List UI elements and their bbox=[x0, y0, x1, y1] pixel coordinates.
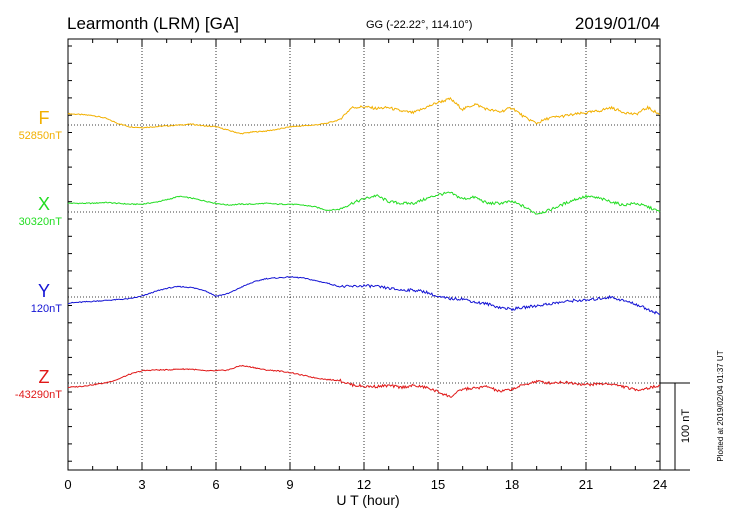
plotted-at-note: Plotted at 2019/02/04 01:37 UT bbox=[716, 350, 725, 461]
series-label-z: Z bbox=[39, 367, 50, 387]
coordinates-label: GG (-22.22°, 114.10°) bbox=[366, 19, 472, 31]
x-tick-label-21: 21 bbox=[579, 477, 593, 492]
series-label-f: F bbox=[39, 108, 50, 128]
baseline-value-y: 120nT bbox=[31, 303, 62, 315]
scale-bar-label: 100 nT bbox=[680, 409, 692, 444]
x-tick-labels: 0 3 6 9 12 15 18 21 24 bbox=[64, 477, 667, 492]
baseline-value-f: 52850nT bbox=[19, 130, 63, 142]
axis-ticks bbox=[67, 39, 661, 470]
x-tick-label-15: 15 bbox=[431, 477, 445, 492]
x-tick-label-18: 18 bbox=[505, 477, 519, 492]
x-tick-label-9: 9 bbox=[286, 477, 293, 492]
series-line-y bbox=[67, 276, 661, 315]
date-label: 2019/01/04 bbox=[575, 14, 660, 33]
series-line-x bbox=[67, 191, 661, 215]
x-tick-label-0: 0 bbox=[64, 477, 71, 492]
x-tick-label-3: 3 bbox=[138, 477, 145, 492]
series-line-f bbox=[67, 96, 661, 135]
baseline-value-x: 30320nT bbox=[19, 216, 63, 228]
scale-bar: 100 nT bbox=[660, 382, 692, 471]
x-tick-label-12: 12 bbox=[357, 477, 371, 492]
series-layer: F 52850nT X 30320nT Y 120nT Z -43290nT bbox=[15, 96, 661, 401]
series-line-z bbox=[67, 364, 661, 398]
x-tick-label-6: 6 bbox=[212, 477, 219, 492]
baseline-value-z: -43290nT bbox=[15, 389, 62, 401]
station-title: Learmonth (LRM) [GA] bbox=[67, 14, 239, 33]
x-axis-label: U T (hour) bbox=[336, 492, 399, 508]
grid-lines bbox=[141, 39, 587, 470]
series-label-x: X bbox=[38, 194, 50, 214]
x-tick-label-24: 24 bbox=[653, 477, 667, 492]
series-label-y: Y bbox=[38, 281, 50, 301]
